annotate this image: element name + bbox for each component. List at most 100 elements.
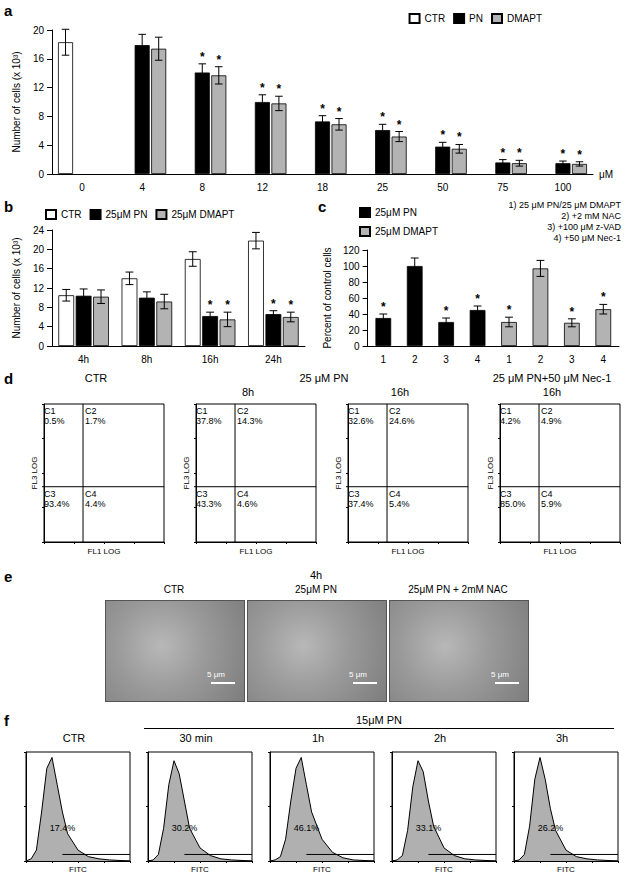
svg-text:25μM PN: 25μM PN bbox=[106, 209, 148, 220]
svg-text:24h: 24h bbox=[265, 354, 282, 365]
svg-text:Number of cells (x 10³): Number of cells (x 10³) bbox=[11, 237, 22, 338]
svg-text:C1: C1 bbox=[500, 406, 512, 416]
svg-text:C4: C4 bbox=[541, 489, 553, 499]
svg-text:C3: C3 bbox=[348, 489, 360, 499]
svg-text:*: * bbox=[475, 292, 480, 306]
svg-text:46.1%: 46.1% bbox=[294, 823, 320, 833]
svg-text:C1: C1 bbox=[44, 406, 56, 416]
svg-text:33.1%: 33.1% bbox=[416, 823, 442, 833]
svg-text:1: 1 bbox=[381, 354, 387, 365]
svg-text:μM: μM bbox=[599, 169, 613, 180]
svg-text:8: 8 bbox=[199, 182, 205, 193]
svg-text:*: * bbox=[500, 146, 505, 160]
svg-text:8: 8 bbox=[38, 302, 44, 313]
svg-text:16h: 16h bbox=[202, 354, 219, 365]
svg-text:12: 12 bbox=[257, 182, 269, 193]
svg-text:0: 0 bbox=[38, 341, 44, 352]
svg-text:100: 100 bbox=[343, 261, 360, 272]
svg-text:25: 25 bbox=[377, 182, 389, 193]
svg-text:DMAPT: DMAPT bbox=[507, 13, 542, 24]
svg-text:C3: C3 bbox=[196, 489, 208, 499]
svg-text:26.2%: 26.2% bbox=[538, 823, 564, 833]
svg-text:50: 50 bbox=[437, 182, 449, 193]
svg-text:100: 100 bbox=[555, 182, 572, 193]
svg-text:20: 20 bbox=[33, 25, 45, 36]
svg-text:2: 2 bbox=[538, 354, 544, 365]
svg-text:4h: 4h bbox=[78, 354, 89, 365]
svg-text:3) +100 μM z-VAD: 3) +100 μM z-VAD bbox=[547, 222, 621, 232]
svg-text:1) 25 μM PN/25 μM DMAPT: 1) 25 μM PN/25 μM DMAPT bbox=[509, 200, 622, 210]
svg-text:*: * bbox=[561, 147, 566, 161]
svg-text:25μM DMAPT: 25μM DMAPT bbox=[171, 209, 234, 220]
svg-text:C1: C1 bbox=[348, 406, 360, 416]
svg-text:24.6%: 24.6% bbox=[389, 416, 415, 426]
svg-text:32.6%: 32.6% bbox=[348, 416, 374, 426]
svg-text:4: 4 bbox=[38, 140, 44, 151]
svg-text:Number of cells (x 10³): Number of cells (x 10³) bbox=[11, 51, 22, 152]
svg-text:FL1 LOG: FL1 LOG bbox=[544, 547, 577, 556]
svg-text:FITC: FITC bbox=[69, 865, 87, 874]
svg-text:CTR: CTR bbox=[61, 209, 82, 220]
svg-text:12: 12 bbox=[33, 82, 45, 93]
svg-text:*: * bbox=[288, 298, 293, 312]
svg-text:PN: PN bbox=[469, 13, 483, 24]
svg-text:C2: C2 bbox=[389, 406, 401, 416]
svg-text:C3: C3 bbox=[44, 489, 56, 499]
svg-text:0: 0 bbox=[38, 169, 44, 180]
svg-text:25μM DMAPT: 25μM DMAPT bbox=[375, 226, 438, 237]
svg-text:20: 20 bbox=[348, 325, 360, 336]
svg-text:3: 3 bbox=[443, 354, 449, 365]
svg-text:30.2%: 30.2% bbox=[172, 823, 198, 833]
svg-text:85.0%: 85.0% bbox=[500, 499, 526, 509]
svg-text:*: * bbox=[517, 146, 522, 160]
svg-text:*: * bbox=[320, 102, 325, 116]
svg-text:4.9%: 4.9% bbox=[541, 416, 562, 426]
svg-text:80: 80 bbox=[348, 277, 360, 288]
svg-text:4: 4 bbox=[38, 321, 44, 332]
svg-text:FL3 LOG: FL3 LOG bbox=[30, 457, 39, 490]
svg-text:*: * bbox=[277, 82, 282, 96]
svg-text:*: * bbox=[225, 298, 230, 312]
svg-text:FL1 LOG: FL1 LOG bbox=[88, 547, 121, 556]
svg-text:*: * bbox=[216, 53, 221, 67]
svg-text:C4: C4 bbox=[237, 489, 249, 499]
svg-text:0: 0 bbox=[79, 182, 85, 193]
svg-text:5.9%: 5.9% bbox=[541, 499, 562, 509]
svg-text:C2: C2 bbox=[541, 406, 553, 416]
svg-text:12: 12 bbox=[33, 283, 45, 294]
svg-text:60: 60 bbox=[348, 293, 360, 304]
svg-text:2: 2 bbox=[412, 354, 418, 365]
svg-text:CTR: CTR bbox=[425, 13, 446, 24]
svg-text:4: 4 bbox=[601, 354, 607, 365]
svg-text:120: 120 bbox=[343, 245, 360, 256]
svg-text:2) +2 mM NAC: 2) +2 mM NAC bbox=[561, 211, 621, 221]
svg-text:17.4%: 17.4% bbox=[50, 823, 76, 833]
svg-text:*: * bbox=[208, 298, 213, 312]
svg-text:43.3%: 43.3% bbox=[196, 499, 222, 509]
svg-text:4: 4 bbox=[139, 182, 145, 193]
svg-text:75: 75 bbox=[497, 182, 509, 193]
svg-text:*: * bbox=[577, 148, 582, 162]
svg-text:C2: C2 bbox=[237, 406, 249, 416]
svg-text:C2: C2 bbox=[85, 406, 97, 416]
svg-text:4) +50 μM Nec-1: 4) +50 μM Nec-1 bbox=[554, 233, 621, 243]
svg-text:1: 1 bbox=[506, 354, 512, 365]
svg-text:*: * bbox=[507, 303, 512, 317]
svg-text:37.4%: 37.4% bbox=[348, 499, 374, 509]
svg-text:*: * bbox=[260, 81, 265, 95]
svg-text:16: 16 bbox=[33, 263, 45, 274]
svg-text:4: 4 bbox=[475, 354, 481, 365]
svg-text:25μM PN: 25μM PN bbox=[375, 207, 417, 218]
svg-text:FITC: FITC bbox=[313, 865, 331, 874]
svg-text:37.8%: 37.8% bbox=[196, 416, 222, 426]
svg-text:FL1 LOG: FL1 LOG bbox=[240, 547, 273, 556]
svg-text:8h: 8h bbox=[141, 354, 152, 365]
svg-text:*: * bbox=[271, 297, 276, 311]
svg-text:4.6%: 4.6% bbox=[237, 499, 258, 509]
svg-text:0: 0 bbox=[354, 341, 360, 352]
svg-text:*: * bbox=[601, 290, 606, 304]
svg-text:8: 8 bbox=[38, 111, 44, 122]
svg-text:*: * bbox=[570, 305, 575, 319]
svg-text:3: 3 bbox=[569, 354, 575, 365]
svg-text:C4: C4 bbox=[85, 489, 97, 499]
